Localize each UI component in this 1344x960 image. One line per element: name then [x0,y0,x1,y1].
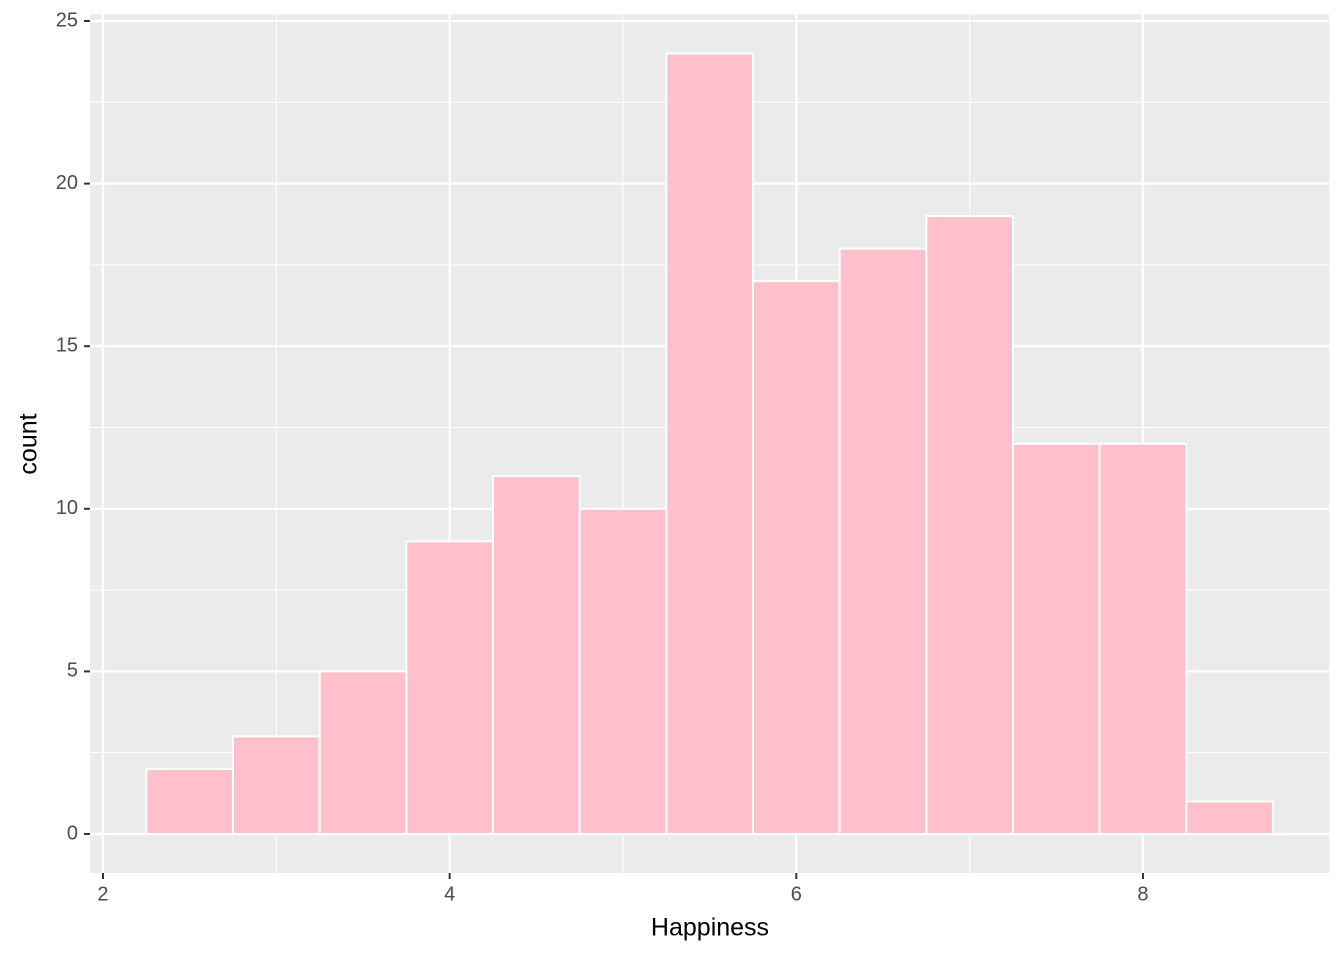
x-tick-label: 4 [444,883,455,905]
bar [1185,800,1274,835]
y-tick-label: 25 [56,9,78,31]
y-tick-label: 10 [56,497,78,519]
y-tick-label: 0 [67,822,78,844]
bar [665,52,754,835]
x-tick-label: 6 [791,883,802,905]
bar [838,247,928,835]
x-axis-title: Happiness [651,914,769,942]
bar [231,735,321,835]
bar [405,540,494,835]
bar [578,507,668,835]
bar [491,475,581,835]
bar [1011,442,1101,835]
bar [751,280,841,835]
bar [1098,442,1188,835]
y-tick-label: 5 [67,660,78,682]
y-tick-label: 15 [56,334,78,356]
y-tick-label: 20 [56,172,78,194]
bar [925,215,1014,835]
x-tick-label: 8 [1137,883,1148,905]
bar [145,767,234,835]
bar [318,670,408,835]
x-tick-label: 2 [97,883,108,905]
y-axis-title: count [15,413,43,474]
